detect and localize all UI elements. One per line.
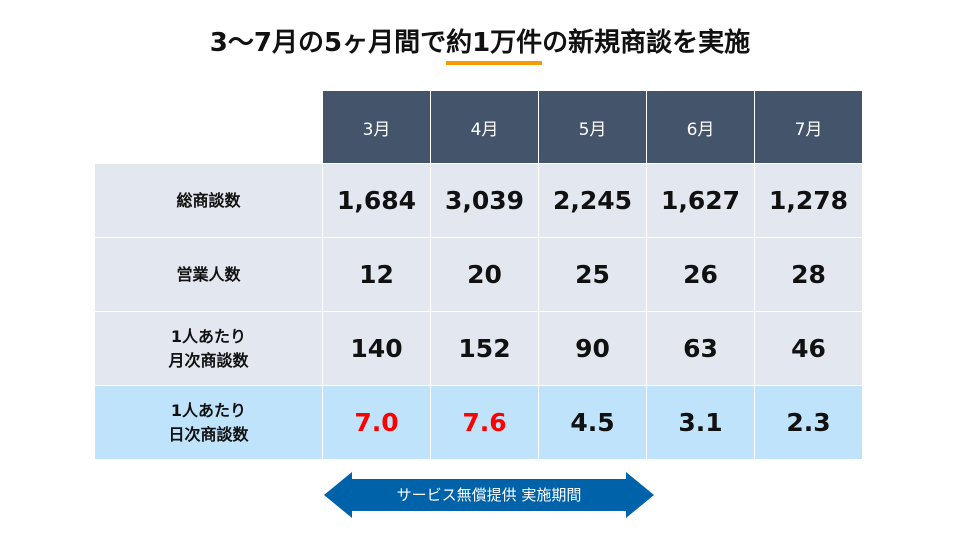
- cell: 152: [430, 311, 539, 386]
- header-month: 5月: [538, 90, 647, 164]
- cell: 3,039: [430, 163, 539, 238]
- title-post: の新規商談を実施: [542, 28, 751, 58]
- cell: 1,278: [754, 163, 863, 238]
- cell: 26: [646, 237, 755, 312]
- cell: 46: [754, 311, 863, 386]
- slide-title: 3〜7月の5ヶ月間で約1万件の新規商談を実施: [0, 22, 960, 65]
- cell: 12: [322, 237, 431, 312]
- cell: 140: [322, 311, 431, 386]
- cell: 4.5: [538, 385, 647, 460]
- cell: 90: [538, 311, 647, 386]
- cell: 28: [754, 237, 863, 312]
- header-month: 7月: [754, 90, 863, 164]
- cell: 2,245: [538, 163, 647, 238]
- header-blank: [94, 90, 323, 164]
- title-pre: 3〜7月の5ヶ月間で: [209, 28, 447, 58]
- row-label-line1: 1人あたり: [170, 400, 247, 420]
- cell: 2.3: [754, 385, 863, 460]
- row-label: 1人あたり日次商談数: [94, 385, 323, 460]
- table-row-highlighted: 1人あたり日次商談数 7.0 7.6 4.5 3.1 2.3: [94, 385, 863, 460]
- cell-highlighted: 7.6: [430, 385, 539, 460]
- row-label-line2: 日次商談数: [168, 424, 249, 444]
- cell-highlighted: 7.0: [322, 385, 431, 460]
- table-row: 1人あたり月次商談数 140 152 90 63 46: [94, 311, 863, 386]
- row-label-line1: 1人あたり: [170, 326, 247, 346]
- row-label-line2: 月次商談数: [168, 350, 249, 370]
- arrow-label: サービス無償提供 実施期間: [396, 486, 582, 504]
- double-headed-arrow-icon: [324, 472, 654, 518]
- row-label: 営業人数: [94, 237, 323, 312]
- cell: 3.1: [646, 385, 755, 460]
- header-row: 3月 4月 5月 6月 7月: [94, 90, 863, 164]
- row-label: 1人あたり月次商談数: [94, 311, 323, 386]
- cell: 25: [538, 237, 647, 312]
- header-month: 3月: [322, 90, 431, 164]
- header-month: 6月: [646, 90, 755, 164]
- header-month: 4月: [430, 90, 539, 164]
- table-row: 総商談数 1,684 3,039 2,245 1,627 1,278: [94, 163, 863, 238]
- row-label: 総商談数: [94, 163, 323, 238]
- cell: 63: [646, 311, 755, 386]
- cell: 20: [430, 237, 539, 312]
- title-highlight: 約1万件: [446, 22, 543, 65]
- data-table: 3月 4月 5月 6月 7月 総商談数 1,684 3,039 2,245 1,…: [94, 90, 863, 460]
- service-period-arrow: サービス無償提供 実施期間: [324, 472, 654, 518]
- table-row: 営業人数 12 20 25 26 28: [94, 237, 863, 312]
- cell: 1,684: [322, 163, 431, 238]
- cell: 1,627: [646, 163, 755, 238]
